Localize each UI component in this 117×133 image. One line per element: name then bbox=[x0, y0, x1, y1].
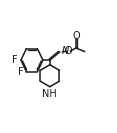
Text: NH: NH bbox=[42, 89, 57, 99]
Text: O: O bbox=[64, 46, 72, 57]
Text: O: O bbox=[72, 31, 80, 41]
Text: N: N bbox=[62, 46, 69, 56]
Text: F: F bbox=[18, 67, 24, 77]
Text: F: F bbox=[12, 55, 17, 65]
